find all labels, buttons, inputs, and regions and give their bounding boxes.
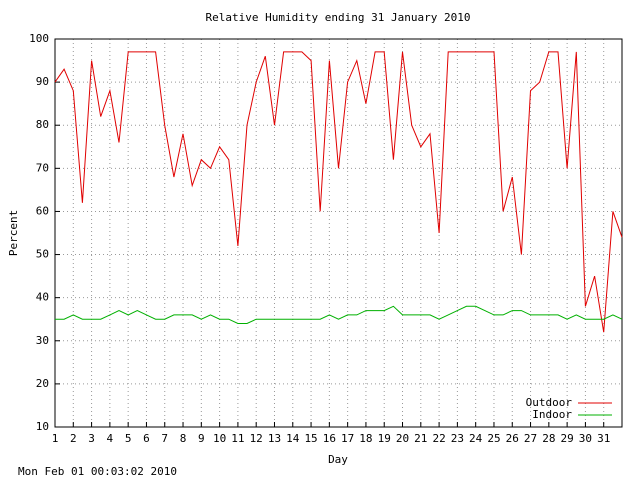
- series-line: [54, 51, 623, 333]
- x-tick-label: 28: [542, 432, 555, 445]
- y-tick-label: 30: [36, 334, 49, 347]
- x-tick-label: 18: [359, 432, 372, 445]
- x-tick-label: 25: [487, 432, 500, 445]
- x-tick-label: 20: [396, 432, 409, 445]
- chart-title: Relative Humidity ending 31 January 2010: [206, 11, 471, 24]
- x-tick-label: 11: [231, 432, 244, 445]
- x-tick-label: 17: [341, 432, 354, 445]
- x-tick-label: 7: [161, 432, 168, 445]
- x-tick-label: 6: [143, 432, 150, 445]
- x-tick-label: 30: [579, 432, 592, 445]
- y-tick-label: 50: [36, 248, 49, 261]
- x-tick-label: 13: [268, 432, 281, 445]
- y-tick-label: 70: [36, 161, 49, 174]
- x-tick-label: 15: [304, 432, 317, 445]
- x-tick-label: 24: [469, 432, 483, 445]
- series-line: [55, 305, 623, 324]
- y-tick-label: 90: [36, 75, 49, 88]
- x-tick-label: 26: [506, 432, 519, 445]
- x-tick-label: 8: [180, 432, 187, 445]
- y-tick-label: 20: [36, 377, 49, 390]
- plot-frame: [54, 38, 623, 428]
- x-tick-label: 21: [414, 432, 427, 445]
- y-tick-label: 80: [36, 118, 49, 131]
- x-tick-label: 27: [524, 432, 537, 445]
- x-tick-label: 3: [88, 432, 95, 445]
- x-tick-label: 19: [378, 432, 391, 445]
- x-tick-label: 9: [198, 432, 205, 445]
- x-tick-label: 1: [52, 432, 59, 445]
- y-tick-label: 100: [29, 32, 49, 45]
- x-tick-label: 10: [213, 432, 226, 445]
- x-tick-label: 12: [250, 432, 263, 445]
- x-tick-label: 29: [561, 432, 574, 445]
- y-tick-label: 10: [36, 420, 49, 433]
- y-axis-label: Percent: [7, 210, 20, 256]
- y-tick-label: 60: [36, 204, 49, 217]
- x-tick-label: 22: [432, 432, 445, 445]
- x-tick-label: 5: [125, 432, 132, 445]
- footer: Mon Feb 01 00:03:02 2010: [18, 465, 177, 478]
- x-tick-label: 16: [323, 432, 336, 445]
- y-tick-label: 40: [36, 291, 49, 304]
- x-tick-label: 14: [286, 432, 300, 445]
- legend-label: Indoor: [532, 408, 572, 421]
- x-tick-label: 23: [451, 432, 464, 445]
- legend-label: Outdoor: [526, 396, 573, 409]
- x-axis-label: Day: [328, 453, 348, 466]
- x-tick-label: 2: [70, 432, 77, 445]
- x-tick-label: 31: [597, 432, 610, 445]
- x-tick-label: 4: [107, 432, 114, 445]
